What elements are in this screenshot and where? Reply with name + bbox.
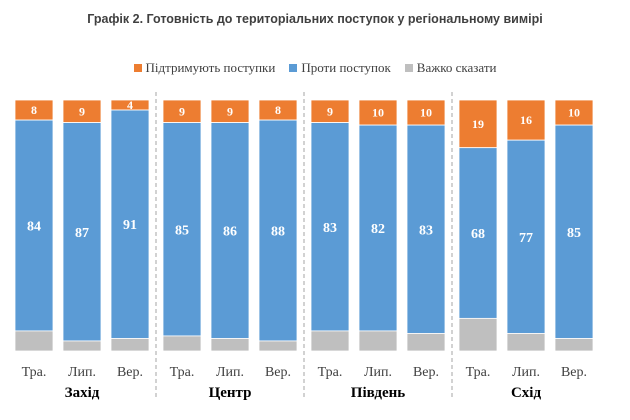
bar-segment bbox=[258, 340, 298, 352]
legend: Підтримують поступки Проти поступок Важк… bbox=[0, 60, 630, 76]
tick-label: Тра. bbox=[22, 365, 47, 380]
data-label: 88 bbox=[271, 225, 285, 240]
bar-segment bbox=[14, 330, 54, 352]
data-label: 84 bbox=[27, 220, 41, 235]
bar-segment bbox=[358, 124, 398, 332]
group-label: Захід bbox=[65, 385, 100, 401]
legend-item-hard-to-say: Важко сказати bbox=[404, 60, 497, 76]
bar-segment bbox=[162, 122, 202, 337]
data-label: 8 bbox=[31, 103, 37, 117]
bar-segment bbox=[62, 340, 102, 352]
tick-label: Вер. bbox=[413, 365, 439, 380]
bar-segment bbox=[458, 147, 498, 319]
legend-label-against: Проти поступок bbox=[301, 60, 391, 75]
bar-segment bbox=[62, 122, 102, 342]
data-label: 86 bbox=[223, 225, 237, 240]
legend-label-support: Підтримують поступки bbox=[145, 60, 276, 75]
data-label: 9 bbox=[79, 104, 85, 118]
bar-segment bbox=[210, 338, 250, 352]
bar-segment bbox=[162, 335, 202, 352]
data-label: 16 bbox=[520, 113, 532, 127]
data-label: 87 bbox=[75, 226, 89, 241]
bar-segment bbox=[458, 317, 498, 352]
chart-title: Графік 2. Готовність до територіальних п… bbox=[87, 12, 543, 26]
data-label: 85 bbox=[175, 223, 189, 238]
legend-item-against: Проти поступок bbox=[289, 60, 391, 76]
data-label: 9 bbox=[327, 104, 333, 118]
data-label: 83 bbox=[323, 221, 337, 236]
bar-segment bbox=[406, 333, 446, 352]
tick-label: Вер. bbox=[117, 365, 143, 380]
bar-segment bbox=[406, 124, 446, 334]
tick-label: Вер. bbox=[265, 365, 291, 380]
legend-swatch-against bbox=[289, 64, 298, 72]
data-label: 77 bbox=[519, 231, 533, 246]
data-label: 10 bbox=[568, 106, 580, 120]
data-label: 91 bbox=[123, 218, 137, 233]
data-label: 82 bbox=[371, 222, 385, 237]
tick-label: Лип. bbox=[68, 365, 96, 380]
tick-label: Вер. bbox=[561, 365, 587, 380]
tick-label: Тра. bbox=[318, 365, 343, 380]
data-label: 10 bbox=[420, 106, 432, 120]
tick-label: Лип. bbox=[216, 365, 244, 380]
bar-segment bbox=[554, 99, 594, 126]
tick-label: Лип. bbox=[512, 365, 540, 380]
group-label: Центр bbox=[209, 385, 252, 401]
data-label: 8 bbox=[275, 103, 281, 117]
tick-label: Тра. bbox=[170, 365, 195, 380]
bar-segment bbox=[358, 99, 398, 126]
group-label: Схід bbox=[511, 385, 542, 401]
data-label: 19 bbox=[472, 117, 484, 131]
bar-segment bbox=[506, 333, 546, 352]
bar-segment bbox=[110, 338, 150, 352]
bar-segment bbox=[358, 330, 398, 352]
bar-segment bbox=[14, 119, 54, 332]
bar-segment bbox=[458, 99, 498, 149]
tick-label: Лип. bbox=[364, 365, 392, 380]
bar-segment bbox=[554, 124, 594, 339]
legend-item-support: Підтримують поступки bbox=[133, 60, 276, 76]
data-label: 9 bbox=[179, 104, 185, 118]
legend-label-hard-to-say: Важко сказати bbox=[416, 60, 497, 75]
legend-swatch-hard-to-say bbox=[404, 64, 413, 72]
data-label: 4 bbox=[127, 98, 133, 112]
bar-segment bbox=[554, 338, 594, 352]
bar-segment bbox=[110, 109, 150, 339]
bar-segment bbox=[506, 139, 546, 334]
bar-segment bbox=[506, 99, 546, 141]
group-label: Південь bbox=[351, 385, 405, 401]
bar-segment bbox=[406, 99, 446, 126]
data-label: 83 bbox=[419, 223, 433, 238]
data-label: 68 bbox=[471, 227, 485, 242]
tick-label: Тра. bbox=[466, 365, 491, 380]
bar-segment bbox=[310, 330, 350, 352]
data-label: 85 bbox=[567, 226, 581, 241]
bar-segment bbox=[210, 122, 250, 339]
bar-segment bbox=[310, 122, 350, 332]
data-label: 9 bbox=[227, 104, 233, 118]
legend-swatch-support bbox=[133, 64, 142, 72]
data-label: 10 bbox=[372, 106, 384, 120]
